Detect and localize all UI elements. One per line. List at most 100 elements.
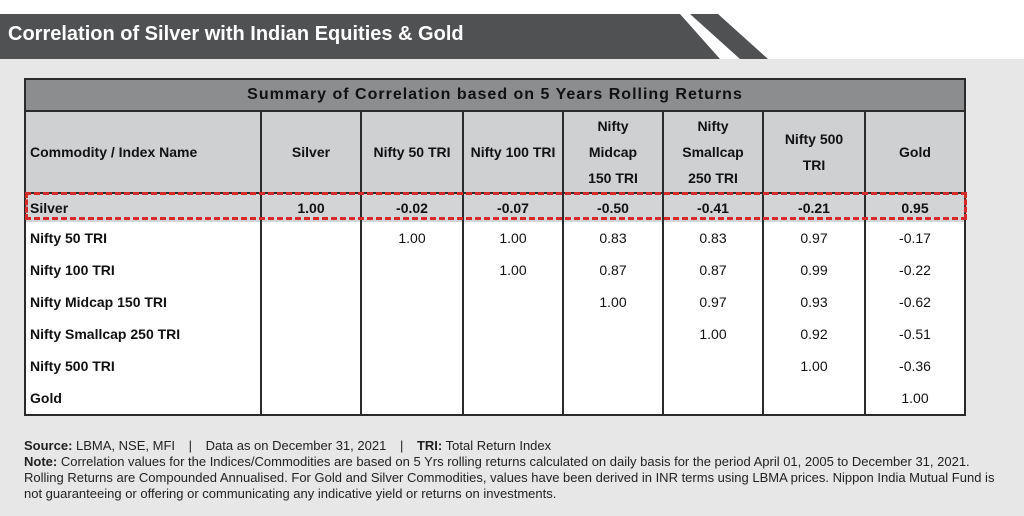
- correlation-cell: [361, 350, 464, 382]
- source-line: Source: LBMA, NSE, MFI | Data as on Dece…: [24, 438, 1004, 454]
- correlation-cell: [563, 350, 664, 382]
- correlation-cell: [361, 382, 464, 415]
- separator: |: [399, 438, 404, 453]
- correlation-cell: [261, 318, 362, 350]
- correlation-cell: [463, 350, 564, 382]
- correlation-cell: [261, 382, 362, 415]
- column-header-line: Silver: [291, 144, 331, 160]
- separator: |: [188, 438, 193, 453]
- column-header-line: Smallcap: [682, 144, 744, 160]
- column-header-line: Nifty 500: [784, 131, 844, 147]
- row-label: Gold: [25, 382, 262, 415]
- correlation-cell: -0.07: [463, 193, 564, 222]
- correlation-cell: [463, 318, 564, 350]
- correlation-cell: -0.36: [899, 358, 931, 374]
- table-body: Silver 1.00 -0.02 -0.07 -0.50 -0.41 -0.21 0.95 N…: [25, 193, 965, 415]
- footnote: Source: LBMA, NSE, MFI | Data as on Dece…: [24, 438, 1004, 502]
- table-row: Nifty 100 TRI 1.00 0.87 0.87 0.99 -0.22: [25, 254, 965, 286]
- column-header: Gold: [865, 111, 965, 194]
- correlation-cell: [563, 318, 664, 350]
- correlation-cell: 0.87: [663, 254, 764, 286]
- column-header: Nifty 50 TRI: [361, 111, 464, 194]
- row-label: Silver: [25, 193, 262, 222]
- column-header-line: 250 TRI: [688, 170, 738, 186]
- table-row: Nifty 50 TRI 1.00 1.00 0.83 0.83 0.97 -0.17: [25, 222, 965, 254]
- column-header-line: Gold: [899, 144, 931, 160]
- correlation-cell: [361, 286, 464, 318]
- column-header-line: Midcap: [588, 144, 638, 160]
- correlation-cell: 0.97: [663, 286, 764, 318]
- correlation-cell: 1.00: [563, 286, 664, 318]
- row-label: Nifty Midcap 150 TRI: [25, 286, 262, 318]
- column-header: Commodity / Index Name: [25, 111, 262, 194]
- correlation-cell: 0.93: [763, 286, 866, 318]
- correlation-cell: [663, 350, 764, 382]
- column-header: Nifty Smallcap 250 TRI: [663, 111, 764, 194]
- correlation-cell: [261, 254, 362, 286]
- correlation-cell: [261, 350, 362, 382]
- title-banner: Correlation of Silver with Indian Equiti…: [0, 14, 780, 59]
- correlation-cell: 0.97: [763, 222, 866, 254]
- table-row: Gold 1.00: [25, 382, 965, 415]
- correlation-cell: 1.00: [361, 222, 464, 254]
- correlation-cell: -0.50: [563, 193, 664, 222]
- source-text: LBMA, NSE, MFI: [76, 438, 175, 453]
- table-row: Nifty Smallcap 250 TRI 1.00 0.92 -0.51: [25, 318, 965, 350]
- correlation-cell: [463, 286, 564, 318]
- column-header: Nifty 100 TRI: [463, 111, 564, 194]
- correlation-cell: 1.00: [463, 222, 564, 254]
- table-row: Silver 1.00 -0.02 -0.07 -0.50 -0.41 -0.21 0.95: [25, 193, 965, 222]
- column-header: Nifty 500 TRI: [763, 111, 866, 194]
- page-title: Correlation of Silver with Indian Equiti…: [8, 23, 464, 45]
- correlation-cell: 1.00: [463, 254, 564, 286]
- correlation-cell: -0.62: [899, 294, 931, 310]
- correlation-cell: [663, 382, 764, 415]
- data-as-on: Data as on December 31, 2021: [205, 438, 387, 453]
- column-header-line: Commodity / Index Name: [30, 144, 198, 160]
- table-caption: Summary of Correlation based on 5 Years …: [25, 79, 965, 112]
- correlation-cell: [361, 254, 464, 286]
- correlation-cell: [463, 382, 564, 415]
- correlation-cell: [261, 222, 362, 254]
- correlation-cell: -0.17: [899, 230, 931, 246]
- correlation-cell: 0.95: [865, 193, 965, 222]
- column-header-line: Nifty 50 TRI: [373, 144, 451, 160]
- row-label: Nifty Smallcap 250 TRI: [25, 318, 262, 350]
- correlation-cell: 0.99: [763, 254, 866, 286]
- table-row: Nifty Midcap 150 TRI 1.00 0.97 0.93 -0.62: [25, 286, 965, 318]
- row-label: Nifty 100 TRI: [25, 254, 262, 286]
- row-label: Nifty 500 TRI: [25, 350, 262, 382]
- tri-label: TRI:: [416, 438, 443, 453]
- correlation-cell: [763, 382, 866, 415]
- correlation-cell: -0.02: [361, 193, 464, 222]
- correlation-cell: 0.83: [563, 222, 664, 254]
- row-label: Nifty 50 TRI: [25, 222, 262, 254]
- correlation-cell: 1.00: [663, 318, 764, 350]
- column-header-line: Nifty: [697, 118, 729, 134]
- correlation-cell: [361, 318, 464, 350]
- correlation-cell: [563, 382, 664, 415]
- correlation-cell: [261, 286, 362, 318]
- table-row: Nifty 500 TRI 1.00 -0.36: [25, 350, 965, 382]
- correlation-cell: -0.21: [763, 193, 866, 222]
- source-label: Source:: [24, 438, 73, 453]
- tri-text: Total Return Index: [445, 438, 552, 453]
- correlation-cell: -0.41: [663, 193, 764, 222]
- correlation-table: Summary of Correlation based on 5 Years …: [24, 78, 966, 416]
- correlation-cell: 1.00: [763, 350, 866, 382]
- correlation-cell: 0.87: [563, 254, 664, 286]
- correlation-cell: 0.83: [663, 222, 764, 254]
- correlation-cell: -0.22: [899, 262, 931, 278]
- correlation-cell: 0.92: [763, 318, 866, 350]
- column-header-line: Nifty 100 TRI: [470, 144, 556, 160]
- column-header: Silver: [261, 111, 362, 194]
- banner-background: [0, 14, 720, 59]
- column-header-line: Nifty: [597, 118, 629, 134]
- note-line: Note: Correlation values for the Indices…: [24, 454, 1004, 502]
- correlation-cell: 1.00: [901, 390, 929, 406]
- correlation-cell: -0.51: [899, 326, 931, 342]
- correlation-cell: 1.00: [261, 193, 362, 222]
- note-text: Correlation values for the Indices/Commo…: [24, 454, 995, 501]
- column-header-line: 150 TRI: [588, 170, 638, 186]
- column-header-line: TRI: [802, 157, 826, 173]
